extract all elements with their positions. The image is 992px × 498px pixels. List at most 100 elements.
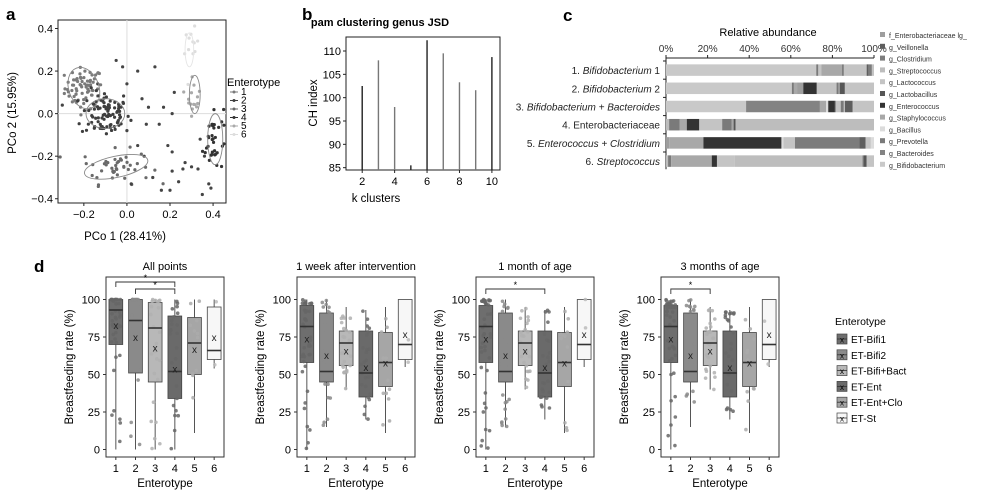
d-legend-label: ET-Bifi2 xyxy=(851,351,886,362)
c-bar-segment xyxy=(840,100,844,113)
a-y-tick-label: 0.0 xyxy=(38,109,53,121)
d-data-point xyxy=(544,396,549,400)
d-data-point xyxy=(745,389,750,394)
d-data-point xyxy=(547,390,552,395)
a-data-point-et3 xyxy=(113,145,117,150)
d-data-point xyxy=(300,369,305,374)
c-bar-segment xyxy=(862,155,864,167)
a-data-point-et3 xyxy=(122,165,126,169)
c-bar-segment xyxy=(835,100,841,113)
d-y-tick-label: 75 xyxy=(88,332,100,344)
a-cluster-ellipse-et6 xyxy=(184,32,195,68)
c-row-label: 4. Enterobacteriaceae xyxy=(562,121,660,132)
panel-label-d: d xyxy=(34,257,44,276)
d-data-point xyxy=(348,363,352,368)
d-legend-label: ET-St xyxy=(851,414,876,425)
d-data-point xyxy=(743,317,748,322)
d-data-point xyxy=(563,420,567,425)
c-legend-label: f_Enterobacteriaceae lg_ xyxy=(889,33,967,40)
d-data-point xyxy=(669,423,673,427)
a-legend-marker-2 xyxy=(232,99,236,102)
a-data-point-et4 xyxy=(214,152,218,156)
a-legend-label-4: 4 xyxy=(241,113,247,124)
d-data-point xyxy=(115,326,119,331)
c-legend-label: g_Veillonella xyxy=(889,45,928,52)
d-significance-bracket xyxy=(115,281,176,287)
a-data-point-et2 xyxy=(101,113,105,117)
d-data-point xyxy=(194,318,199,323)
d-data-point xyxy=(724,351,728,355)
d-data-point xyxy=(154,357,159,361)
d-data-point xyxy=(175,396,179,401)
a-data-point xyxy=(172,90,176,94)
c-legend-swatch xyxy=(880,138,885,144)
d-data-point xyxy=(344,368,349,373)
d-data-point xyxy=(667,346,672,351)
a-data-point-et4 xyxy=(200,149,205,153)
d-data-point xyxy=(175,304,179,309)
d-x-axis-label: Enterotype xyxy=(137,478,193,490)
a-data-point-et1 xyxy=(62,91,66,96)
d-data-point xyxy=(488,335,493,339)
a-data-point xyxy=(140,97,144,101)
d-data-point xyxy=(324,298,329,303)
c-bar-segment xyxy=(844,82,874,95)
d-data-point xyxy=(324,330,328,335)
d-data-point xyxy=(519,330,523,335)
d-mean-marker: x xyxy=(582,330,587,341)
d-data-point xyxy=(713,317,717,321)
d-data-point xyxy=(751,386,756,391)
d-data-point xyxy=(343,350,347,355)
d-data-point xyxy=(687,331,692,336)
a-data-point-et3 xyxy=(58,155,62,159)
d-data-point xyxy=(154,420,158,425)
a-data-point xyxy=(170,150,174,154)
d-data-point xyxy=(305,424,310,429)
a-data-point-et5 xyxy=(195,95,200,99)
d-data-point xyxy=(672,371,676,376)
d-data-point xyxy=(565,345,570,349)
d-data-point xyxy=(129,324,133,328)
a-data-point-et2 xyxy=(109,122,113,127)
d-data-point xyxy=(347,330,352,334)
d-data-point xyxy=(504,424,509,429)
a-data-point-et3 xyxy=(124,155,128,159)
a-legend-marker-5 xyxy=(232,124,236,128)
d-data-point xyxy=(150,299,155,304)
c-bar-segment xyxy=(733,118,736,131)
d-data-point xyxy=(118,315,122,319)
b-plot-frame xyxy=(345,36,501,171)
d-data-point xyxy=(150,446,154,451)
d-data-point xyxy=(322,420,326,425)
a-data-point-et3 xyxy=(104,159,108,164)
d-data-point xyxy=(191,373,195,378)
panel-label-a: a xyxy=(6,5,16,24)
a-data-point xyxy=(200,192,204,197)
d-data-point xyxy=(693,362,697,367)
d-data-point xyxy=(565,428,569,433)
a-data-point xyxy=(161,105,166,109)
d-data-point xyxy=(366,417,370,421)
a-data-point-et4 xyxy=(210,134,214,138)
d-data-point xyxy=(342,316,346,320)
d-legend-swatch-mean: x xyxy=(840,367,844,376)
a-data-point-et1 xyxy=(91,88,95,93)
a-data-point-et1 xyxy=(83,69,87,73)
d-data-point xyxy=(526,315,530,319)
c-bar-segment xyxy=(866,155,874,167)
c-bar-segment xyxy=(868,64,872,76)
d-data-point xyxy=(502,304,506,309)
d-data-point xyxy=(169,318,174,323)
b-y-tick-label: 95 xyxy=(329,116,341,128)
c-bar-segment xyxy=(731,118,734,131)
d-data-point xyxy=(499,362,504,366)
a-data-point-et1 xyxy=(79,113,83,117)
d-data-point xyxy=(684,303,689,308)
a-data-point-et3 xyxy=(96,184,100,189)
d-data-point xyxy=(327,313,332,318)
c-bar-segment xyxy=(679,118,687,131)
a-data-point-et2 xyxy=(89,86,93,90)
d-data-point xyxy=(342,370,346,375)
a-data-point-et2 xyxy=(92,126,96,130)
